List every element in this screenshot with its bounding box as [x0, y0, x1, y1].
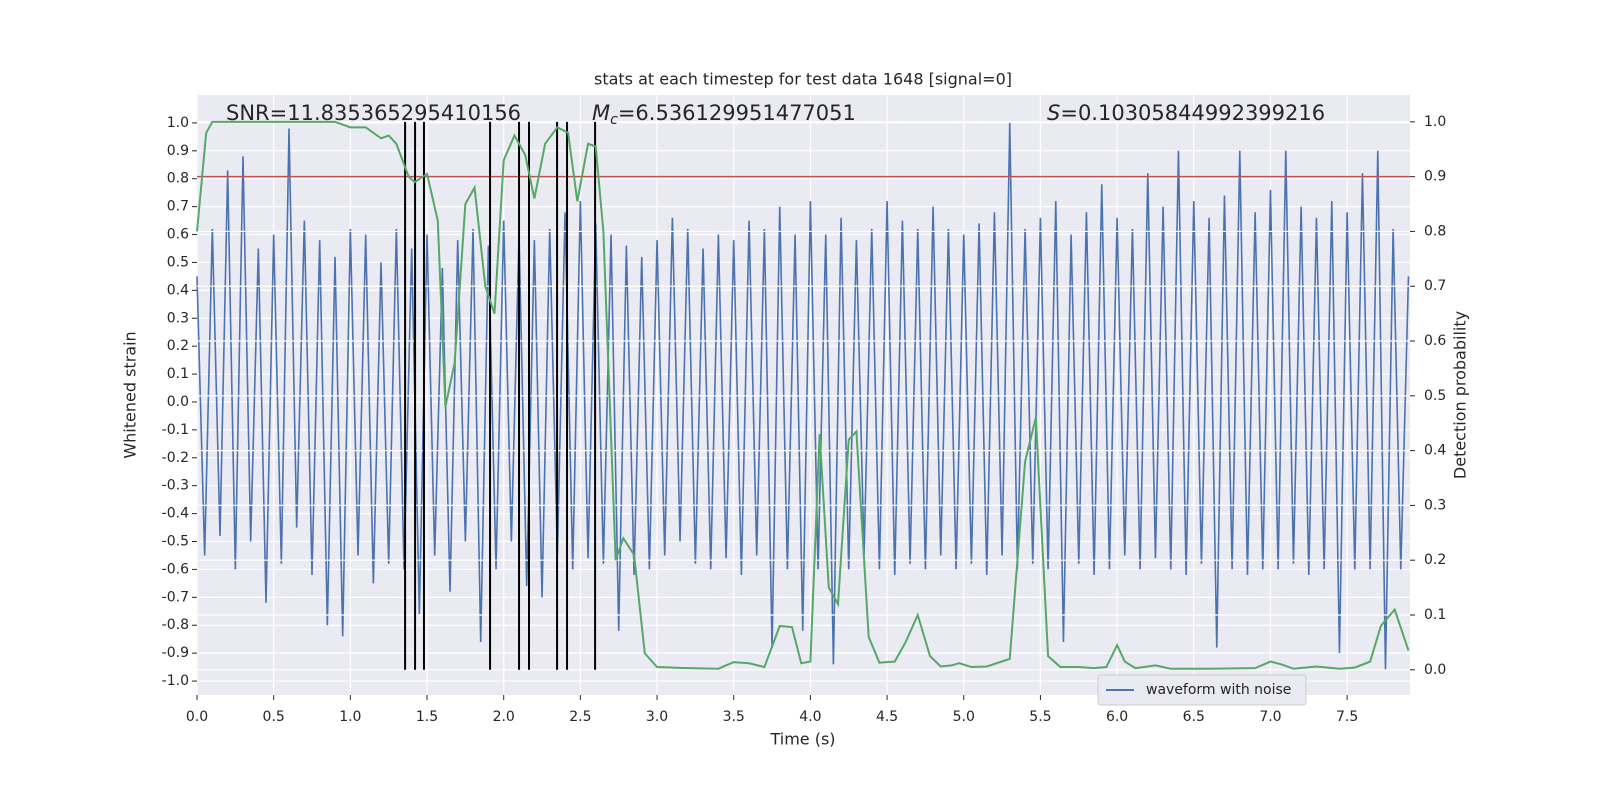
x-tick-label: 2.0 [493, 709, 515, 725]
y2-tick-label: 0.3 [1424, 497, 1446, 513]
y-tick-label: -0.9 [162, 645, 189, 661]
y-tick-label: 0.4 [167, 282, 189, 298]
waveform-line [196, 122, 1410, 670]
annotation: SNR=11.835365295410156 [226, 101, 521, 125]
x-axis-label: Time (s) [769, 730, 835, 749]
chart-title: stats at each timestep for test data 164… [594, 70, 1012, 89]
y-tick-label: -0.5 [162, 534, 189, 550]
y-tick-label: 0.0 [167, 394, 189, 410]
probability-line [196, 120, 1410, 670]
y-tick-label: 0.1 [167, 366, 189, 382]
y2-tick-label: 0.8 [1424, 223, 1446, 239]
y-axis-label: Whitened strain [121, 331, 140, 458]
x-tick-label: 3.5 [723, 709, 745, 725]
y-tick-label: 0.9 [167, 143, 189, 159]
x-tick-label: 1.0 [339, 709, 361, 725]
x-tick-label: 6.0 [1106, 709, 1128, 725]
y-tick-label: 0.8 [167, 171, 189, 187]
annotation: S=0.10305844992399216 [1047, 101, 1325, 125]
y2-tick-label: 1.0 [1424, 114, 1446, 130]
y2-tick-label: 0.5 [1424, 388, 1446, 404]
y2-tick-label: 0.7 [1424, 278, 1446, 294]
x-tick-label: 6.5 [1183, 709, 1205, 725]
y-tick-label: -0.4 [162, 506, 189, 522]
x-tick-label: 4.0 [799, 709, 821, 725]
y-tick-label: 1.0 [167, 115, 189, 131]
x-tick-label: 0.0 [186, 709, 208, 725]
y-tick-label: -0.3 [162, 478, 189, 494]
y2-tick-label: 0.2 [1424, 552, 1446, 568]
x-tick-label: 7.0 [1259, 709, 1281, 725]
y-tick-label: -0.8 [162, 617, 189, 633]
y2-axis-label: Detection probability [1451, 311, 1470, 479]
y-tick-label: -1.0 [162, 673, 189, 689]
y-tick-label: -0.6 [162, 561, 189, 577]
x-tick-label: 4.5 [876, 709, 898, 725]
annotation-text: SNR=11.835365295410156 [226, 101, 521, 125]
annotation-subscript: c [610, 112, 618, 128]
x-tick-label: 5.5 [1029, 709, 1051, 725]
y-tick-label: -0.7 [162, 589, 189, 605]
x-tick-label: 5.0 [953, 709, 975, 725]
x-tick-label: 7.5 [1336, 709, 1358, 725]
annotation-text: =0.10305844992399216 [1060, 101, 1325, 125]
y2-tick-label: 0.6 [1424, 333, 1446, 349]
y2-tick-label: 0.0 [1424, 662, 1446, 678]
annotation-text: =6.536129951477051 [618, 101, 856, 125]
annotation-symbol: S [1047, 101, 1060, 125]
y-tick-label: 0.6 [167, 227, 189, 243]
annotation-symbol: M [592, 101, 610, 125]
y2-tick-label: 0.1 [1424, 607, 1446, 623]
y2-tick-label: 0.4 [1424, 443, 1446, 459]
x-tick-label: 2.5 [569, 709, 591, 725]
x-tick-label: 3.0 [646, 709, 668, 725]
y-tick-label: -0.1 [162, 422, 189, 438]
y2-tick-label: 0.9 [1424, 169, 1446, 185]
y-tick-label: -0.2 [162, 450, 189, 466]
legend-label: waveform with noise [1146, 682, 1291, 698]
x-tick-label: 1.5 [416, 709, 438, 725]
legend-box [1097, 674, 1307, 706]
y-tick-label: 0.7 [167, 199, 189, 215]
x-tick-label: 0.5 [263, 709, 285, 725]
y-tick-label: 0.5 [167, 254, 189, 270]
y-tick-label: 0.3 [167, 310, 189, 326]
annotation: Mc=6.536129951477051 [592, 101, 856, 128]
y-tick-label: 0.2 [167, 338, 189, 354]
